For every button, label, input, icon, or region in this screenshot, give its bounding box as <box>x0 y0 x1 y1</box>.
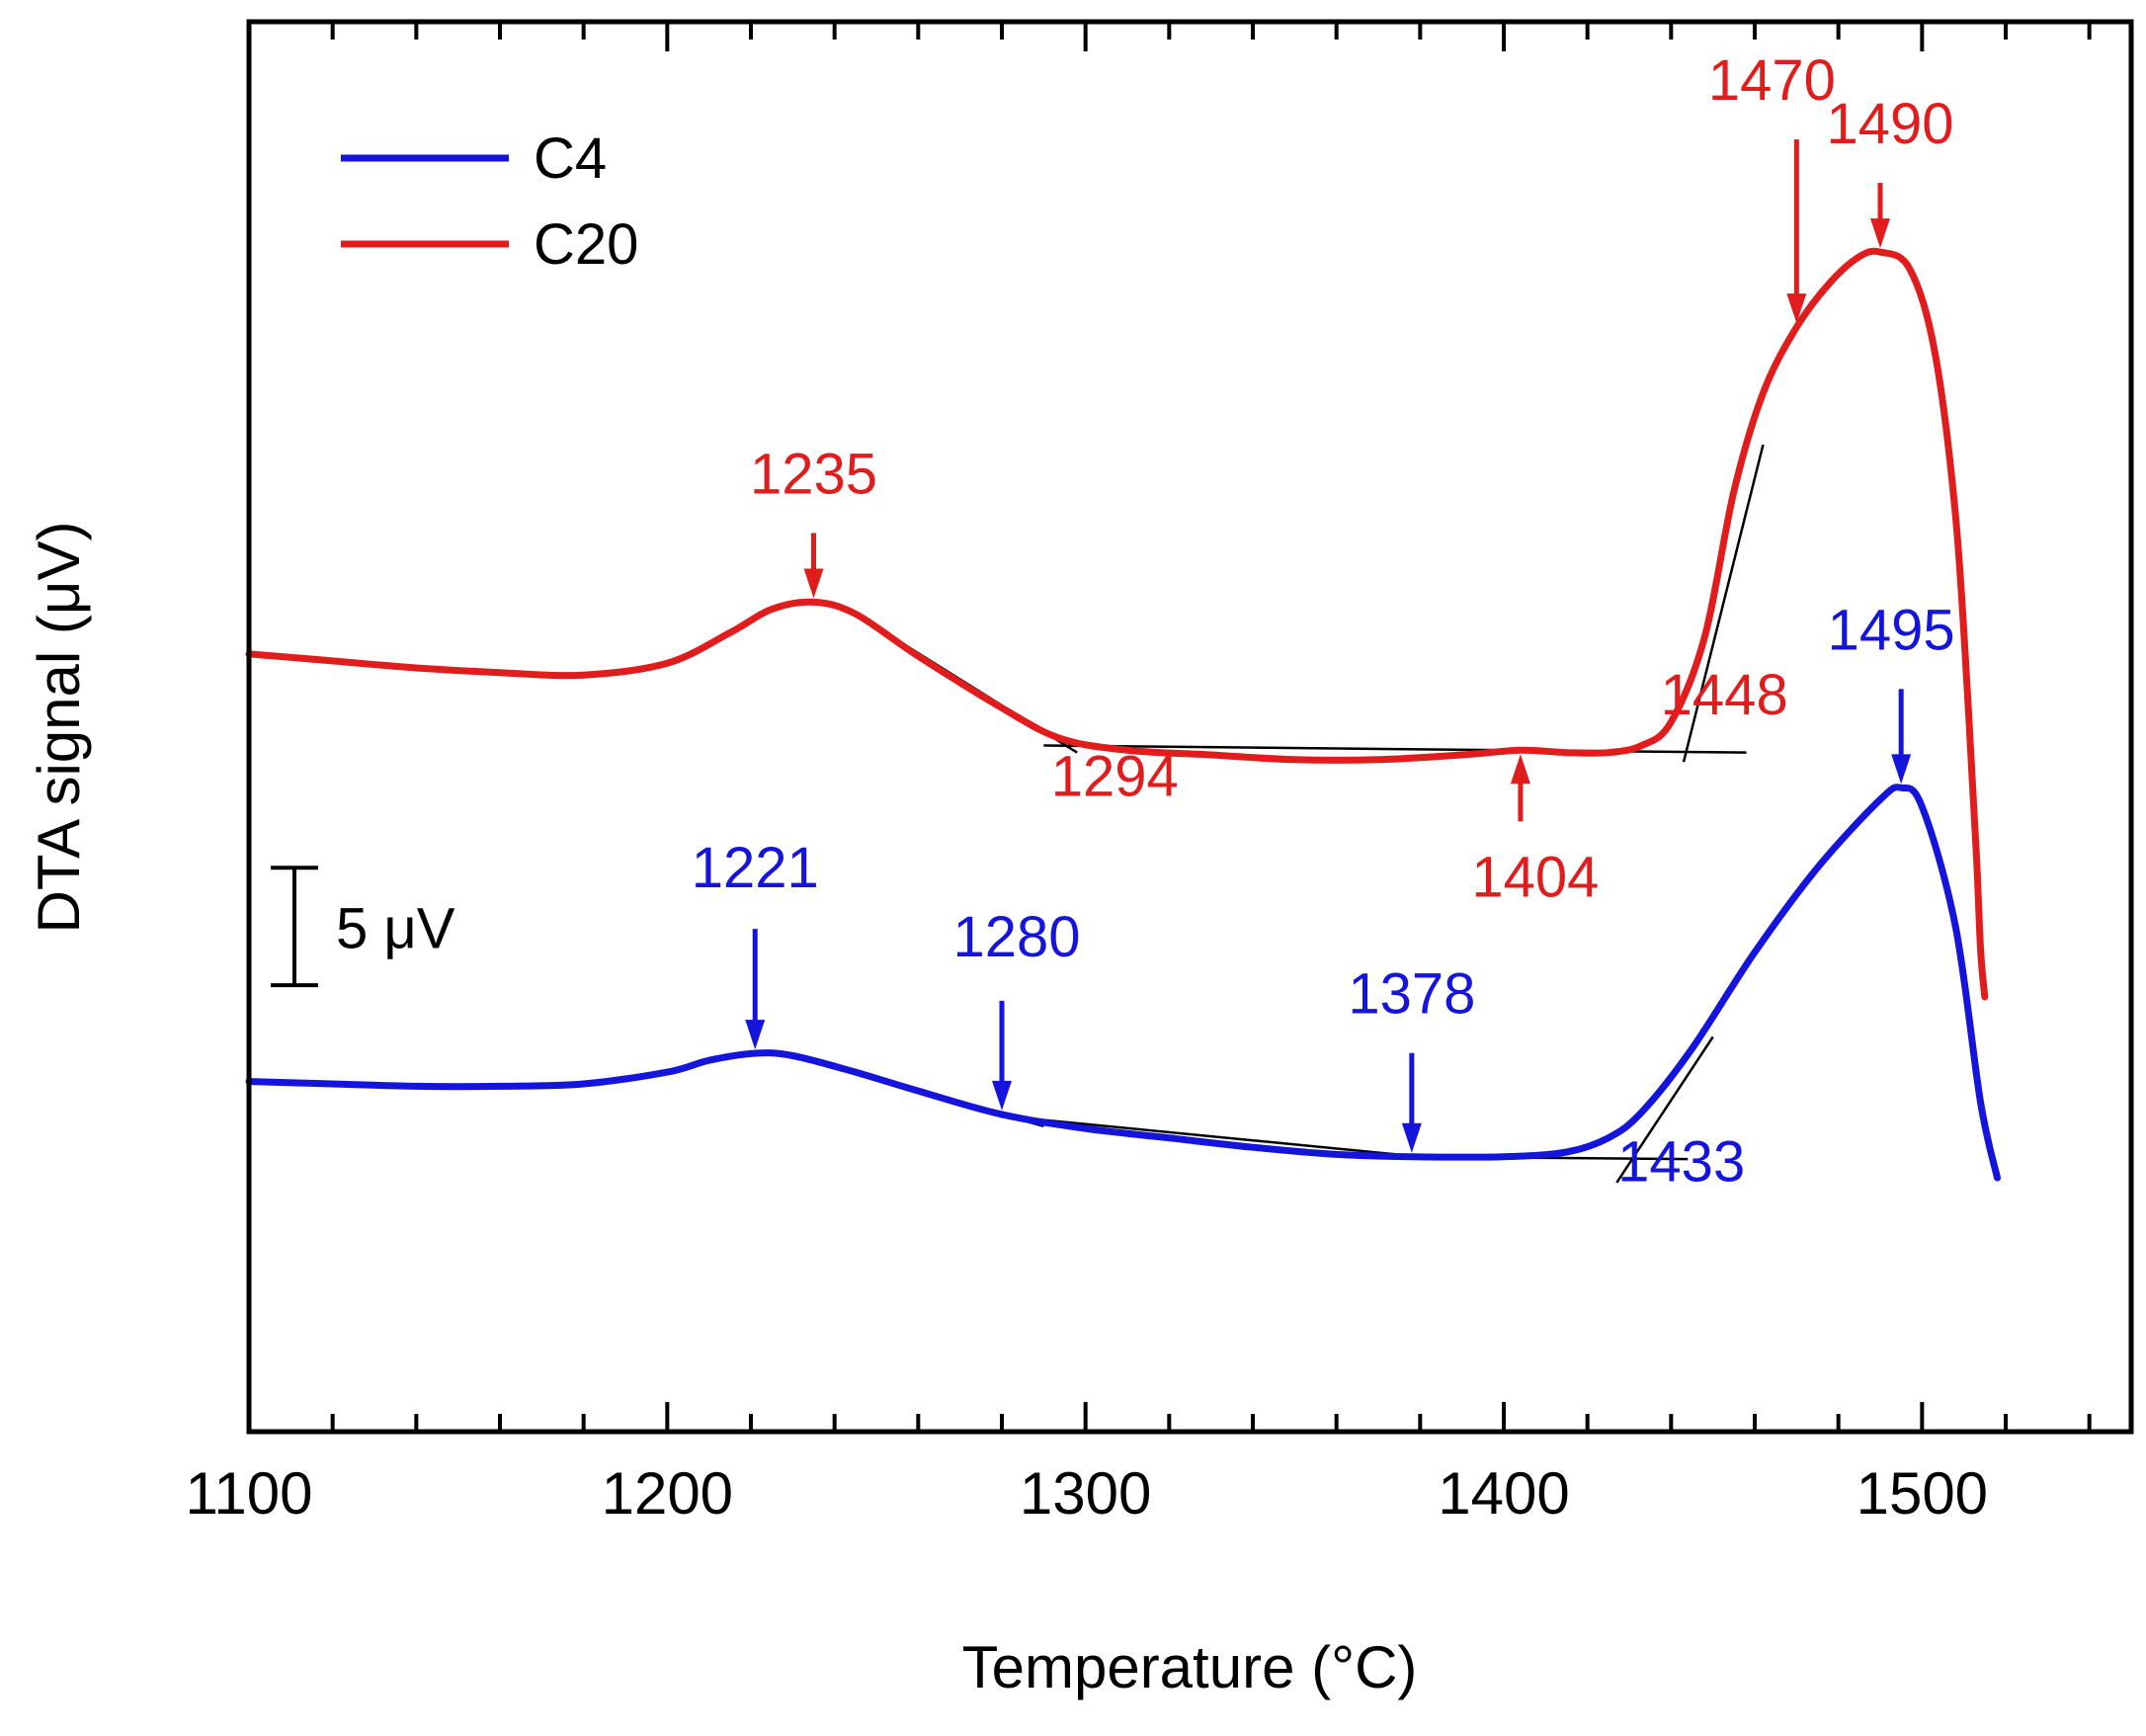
ticks-group: 1100 1200 1300 1400 1500 <box>185 22 2092 1527</box>
annotation-label: 1404 <box>1471 845 1599 909</box>
annotation-label: 1378 <box>1348 962 1475 1027</box>
x-tick-label: 1200 <box>602 1460 733 1527</box>
annotation-arrow-head <box>1870 218 1890 249</box>
annotation-label: 1433 <box>1617 1130 1745 1195</box>
x-tick-label: 1100 <box>185 1460 312 1527</box>
tangent-line <box>1682 444 1765 763</box>
x-tick-label: 1300 <box>1020 1460 1151 1527</box>
annotation-label: 1294 <box>1051 744 1179 808</box>
plot-frame <box>246 19 2134 1435</box>
scale-bar-group: 5 μV <box>271 866 455 988</box>
y-axis-title: DTA signal (μV) <box>26 522 92 934</box>
annotation-label: 1470 <box>1708 48 1836 113</box>
legend-label: C20 <box>534 212 638 277</box>
baseline-line <box>1010 1116 1421 1158</box>
x-axis-title: Temperature (°C) <box>962 1634 1418 1700</box>
annotation-arrow-head <box>745 1020 766 1050</box>
annotation-arrow-head <box>992 1080 1012 1111</box>
tangent-lines-group <box>813 444 1765 1184</box>
series-line-c20 <box>245 247 1989 1001</box>
annotation-arrow-head <box>1510 754 1530 785</box>
annotation-label: 1448 <box>1661 663 1788 727</box>
series-line-c4 <box>245 784 2001 1182</box>
series-group <box>245 247 2001 1182</box>
annotation-arrow-head <box>1891 754 1912 785</box>
scale-bar-label: 5 μV <box>336 897 455 961</box>
x-tick-label: 1500 <box>1857 1460 1988 1527</box>
annotation-label: 1280 <box>952 905 1080 969</box>
legend-label: C4 <box>534 126 607 191</box>
annotation-label: 1221 <box>692 836 819 900</box>
annotation-label: 1495 <box>1828 598 1955 662</box>
annotation-arrow-head <box>1786 293 1807 324</box>
annotation-arrow-head <box>803 568 824 599</box>
annotation-label: 1235 <box>750 442 877 506</box>
x-tick-label: 1400 <box>1438 1460 1569 1527</box>
tangent-line <box>1615 1035 1714 1184</box>
annotation-label: 1490 <box>1826 92 1953 156</box>
annotation-arrow-head <box>1401 1122 1422 1153</box>
